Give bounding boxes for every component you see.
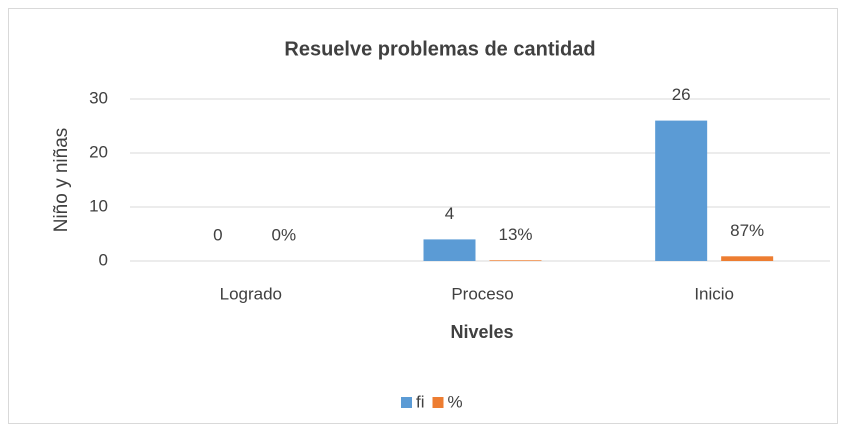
data-label: 87% xyxy=(730,221,764,240)
data-label: 4 xyxy=(445,204,454,223)
y-tick-label: 10 xyxy=(89,196,108,215)
legend-label: fi xyxy=(416,392,425,411)
y-tick-label: 20 xyxy=(89,142,108,161)
x-tick-label: Inicio xyxy=(694,284,734,303)
data-label: 13% xyxy=(498,225,532,244)
bar xyxy=(655,120,708,261)
chart-frame xyxy=(8,8,838,424)
bar xyxy=(423,239,476,261)
y-axis-title: Niño y niñas xyxy=(51,128,72,233)
data-label: 26 xyxy=(672,85,691,104)
bar xyxy=(489,260,542,261)
legend-swatch xyxy=(401,397,412,408)
y-tick-label: 30 xyxy=(89,88,108,107)
legend-swatch xyxy=(432,397,444,408)
legend-label: % xyxy=(448,392,463,411)
chart-title: Resuelve problemas de cantidad xyxy=(284,38,595,60)
data-label: 0 xyxy=(213,225,222,244)
y-tick-label: 0 xyxy=(99,250,108,269)
data-label: 0% xyxy=(272,225,297,244)
x-tick-label: Logrado xyxy=(220,284,282,303)
x-axis-title: Niveles xyxy=(450,322,513,342)
bar xyxy=(721,256,774,261)
x-tick-label: Proceso xyxy=(451,284,513,303)
